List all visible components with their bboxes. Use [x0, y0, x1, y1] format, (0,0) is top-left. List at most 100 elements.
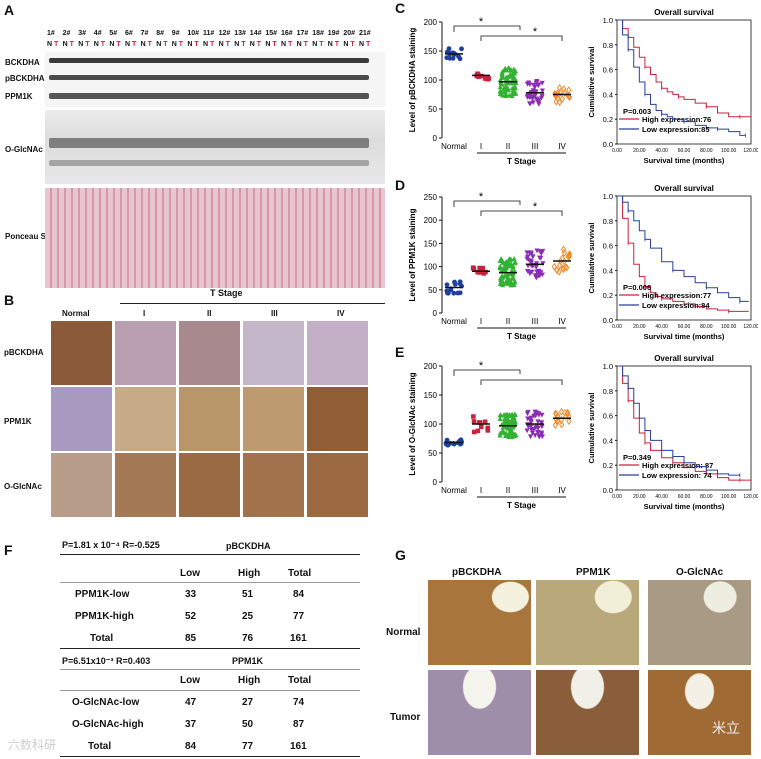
blot-normal-label: N	[109, 41, 115, 48]
ihc-row-ppm1k: PPM1K	[4, 417, 32, 426]
table1-cell: 161	[290, 633, 307, 644]
x-tick-label: I	[480, 486, 482, 495]
panel-label-c: C	[395, 0, 406, 16]
data-point	[505, 65, 511, 71]
data-point	[511, 421, 517, 426]
data-point	[566, 417, 572, 426]
x-tick-label: 0.00	[612, 494, 622, 500]
data-point	[525, 424, 531, 430]
data-point	[451, 290, 457, 296]
blot-sample-label: 7#	[140, 30, 149, 37]
table2-row-label: Total	[88, 741, 112, 752]
data-point	[512, 260, 518, 266]
band-bckdha	[49, 58, 369, 63]
table1-rule	[60, 554, 360, 555]
table1-cell: 33	[185, 589, 197, 600]
blot-tumor-label: T	[85, 41, 90, 48]
y-tick-label: 0.2	[603, 115, 613, 124]
blot-sample-label: 9#	[171, 30, 180, 37]
ihc-image	[178, 320, 241, 386]
ihc-col-i: I	[143, 309, 146, 318]
data-point	[457, 279, 463, 285]
data-point	[536, 412, 542, 418]
plot-frame	[616, 365, 752, 491]
band-ppm1k	[49, 93, 369, 99]
data-point	[502, 88, 508, 93]
panel-label-f: F	[4, 542, 13, 558]
ihc-image	[306, 386, 369, 452]
data-point	[529, 430, 536, 436]
data-point	[525, 409, 531, 415]
x-tick-label: 100.00	[721, 324, 737, 330]
x-tick-label: II	[506, 317, 510, 326]
data-point	[535, 100, 541, 105]
blot-sample-label: 19#	[327, 30, 340, 37]
x-tick-label: 20.00	[633, 494, 646, 500]
data-point	[471, 266, 476, 271]
ihc-image	[306, 320, 369, 386]
data-point	[511, 89, 517, 95]
x-tick-label: 40.00	[655, 324, 668, 330]
data-point	[529, 95, 535, 100]
ihc-image	[242, 452, 305, 518]
blot-normal-label: N	[140, 41, 146, 48]
x-tick-label: Normal	[441, 317, 467, 326]
table1-rule	[60, 582, 360, 583]
g-row-tumor: Tumor	[390, 712, 421, 723]
data-point	[444, 282, 450, 288]
data-point	[538, 420, 545, 426]
table2-cell: 77	[242, 741, 254, 752]
data-point	[534, 248, 540, 254]
data-point	[480, 265, 486, 271]
y-tick-label: 0.2	[603, 461, 613, 470]
table2-cell: 27	[242, 697, 254, 708]
blot-normal-label: N	[312, 41, 318, 48]
data-point	[510, 274, 516, 280]
survival-curve	[617, 365, 740, 476]
blot-tumor-label: T	[69, 41, 74, 48]
y-tick-label: 0	[433, 134, 438, 143]
data-point	[448, 287, 454, 293]
data-point	[503, 262, 509, 267]
y-tick-label: 100	[424, 420, 438, 429]
data-point	[530, 254, 536, 260]
ihc-image	[242, 320, 305, 386]
y-tick-label: 0.8	[603, 41, 613, 50]
band-oglcnac-2	[49, 160, 369, 166]
x-tick-label: IV	[558, 142, 566, 151]
data-point	[539, 80, 545, 86]
y-tick-label: 150	[424, 239, 438, 248]
x-axis-label: T Stage	[507, 332, 536, 341]
table1-cell: 85	[185, 633, 197, 644]
data-point	[535, 419, 541, 425]
blot-normal-label: N	[296, 41, 302, 48]
y-axis-label: Level of pBCKDHA staining	[408, 28, 417, 133]
table1-cell: 52	[185, 611, 197, 622]
data-point	[503, 430, 509, 436]
data-point	[476, 270, 482, 275]
panel-label-a: A	[4, 2, 15, 18]
scatter-chart-oglcnac: 0 50 100 150 200 Level of O-GlcNAc staining No…	[408, 360, 572, 510]
g-image	[648, 670, 751, 755]
y-tick-label: 0.6	[603, 412, 613, 421]
y-tick-label: 0.4	[603, 436, 613, 445]
table1-row-label: Total	[90, 633, 114, 644]
g-image	[428, 670, 531, 755]
blot-normal-label: N	[156, 41, 162, 48]
data-point	[564, 263, 570, 272]
g-col-ppm1k: PPM1K	[576, 567, 611, 578]
x-tick-label: IV	[558, 317, 566, 326]
table1-cell: 51	[242, 589, 254, 600]
blot-sample-label: 11#	[203, 30, 215, 37]
data-point	[560, 265, 567, 274]
sig-star: *	[533, 26, 538, 38]
ihc-image	[306, 452, 369, 518]
ihc-col-iv: IV	[337, 309, 345, 318]
ihc-stage-line	[120, 303, 385, 304]
x-tick-label: I	[480, 142, 482, 151]
y-axis-label: Level of O-GlcNAc staining	[408, 372, 417, 475]
x-tick-label: 100.00	[721, 494, 737, 500]
blot-tumor-label: T	[194, 41, 199, 48]
table1-cell: 77	[293, 611, 305, 622]
data-point	[530, 100, 536, 106]
